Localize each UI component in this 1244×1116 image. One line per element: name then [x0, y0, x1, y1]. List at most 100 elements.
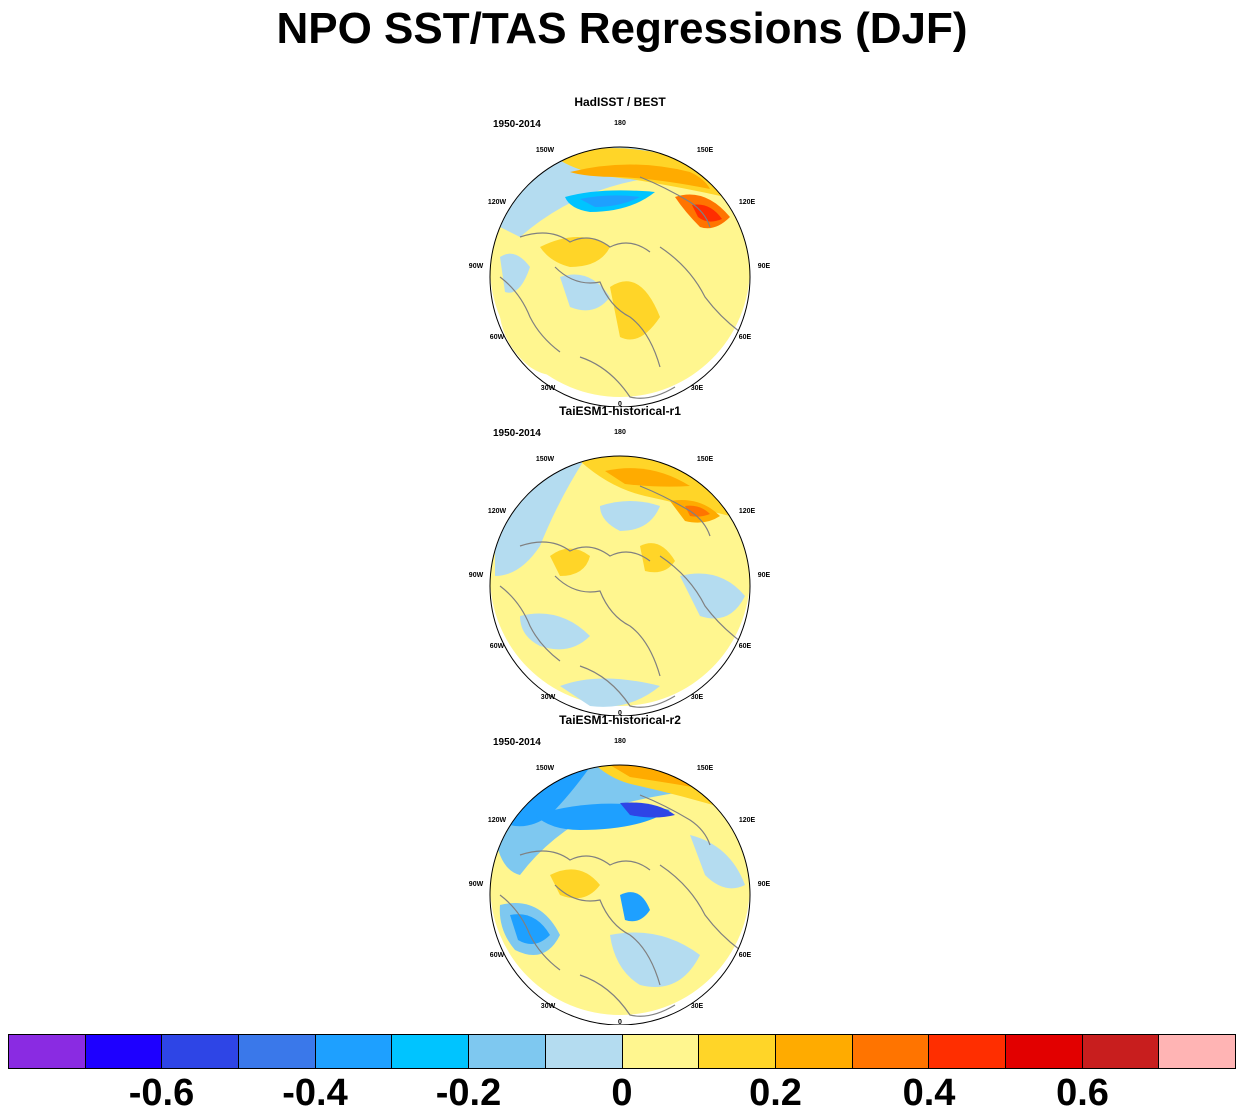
longitude-label: 30E	[691, 694, 704, 701]
polar-map: 180 150E 120E 90E 60E 30E 0 30W 60W 90W 120W 150W	[469, 120, 771, 407]
map-panel-1: HadISST / BEST 1950-2014 180 150E 120E 90E 6…	[460, 95, 780, 407]
regression-contour	[690, 835, 745, 889]
colorbar-swatch	[775, 1035, 853, 1068]
colorbar-swatch	[239, 1035, 316, 1068]
polar-map: 180 150E 120E 90E 60E 30E 0 30W 60W 90W 120W 150W	[469, 738, 771, 1025]
regression-contour	[685, 505, 710, 517]
colorbar-tick-label: 0.2	[749, 1072, 802, 1114]
longitude-label: 120E	[739, 199, 756, 206]
longitude-label: 90E	[758, 572, 771, 579]
colorbar-swatch	[9, 1035, 86, 1068]
coastline	[554, 884, 661, 986]
longitude-label: 90W	[469, 881, 484, 888]
coastline	[579, 665, 676, 708]
longitude-label: 180	[614, 120, 626, 127]
colorbar-tick-label: 0.4	[902, 1072, 956, 1114]
coastline	[554, 575, 661, 677]
panel-period: 1950-2014	[493, 737, 541, 748]
colorbar-tick-label: -0.6	[128, 1072, 195, 1114]
longitude-label: 150W	[536, 147, 555, 154]
coastline	[554, 266, 661, 368]
coastline	[639, 794, 711, 846]
map-boundary	[489, 764, 751, 1025]
regression-contour	[610, 281, 660, 340]
regression-contour	[510, 914, 550, 944]
longitude-label: 150E	[697, 147, 714, 154]
regression-contour	[610, 765, 710, 790]
colorbar-swatch	[162, 1035, 240, 1068]
longitude-label: 30W	[541, 385, 556, 392]
panel-title: TaiESM1-historical-r1	[559, 404, 681, 418]
colorbar-swatch	[929, 1035, 1006, 1068]
longitude-label: 60W	[490, 952, 505, 959]
longitude-label: 180	[614, 429, 626, 436]
longitude-label: 60E	[739, 952, 752, 959]
regression-contour	[570, 164, 710, 189]
map-panel-2: TaiESM1-historical-r1 1950-2014 180 150E 1…	[460, 404, 780, 716]
regression-contour	[580, 195, 640, 207]
panel-period: 1950-2014	[493, 119, 541, 130]
regression-contour	[520, 613, 590, 650]
longitude-label: 120W	[488, 199, 507, 206]
longitude-label: 30E	[691, 385, 704, 392]
coastline	[499, 894, 561, 971]
regression-contour	[600, 501, 660, 531]
map-panel-3: TaiESM1-historical-r2 1950-2014 180 150E 1…	[460, 713, 780, 1025]
colorbar-swatch	[1005, 1035, 1083, 1068]
longitude-label: 60E	[739, 334, 752, 341]
colorbar-tick-label: -0.2	[435, 1072, 502, 1114]
colorbar-swatch	[852, 1035, 930, 1068]
longitude-label: 60E	[739, 643, 752, 650]
colorbar-swatch	[85, 1035, 163, 1068]
field-layer	[490, 456, 750, 708]
coastline	[659, 555, 741, 642]
colorbar-swatch	[392, 1035, 470, 1068]
coastline	[579, 356, 676, 399]
main-title: NPO SST/TAS Regressions (DJF)	[276, 4, 968, 53]
longitude-label: 150W	[536, 456, 555, 463]
coastline	[519, 850, 651, 871]
regression-contour	[680, 573, 745, 619]
field-layer	[490, 147, 750, 399]
coastline	[499, 585, 561, 662]
regression-contour	[550, 548, 590, 576]
colorbar-tick-labels: -0.6 -0.4 -0.2 0 0.2 0.4 0.6	[0, 1072, 1244, 1116]
longitude-label: 60W	[490, 643, 505, 650]
regression-contour	[610, 932, 700, 987]
longitude-label: 120W	[488, 508, 507, 515]
longitude-label: 180	[614, 738, 626, 745]
longitude-label: 90E	[758, 263, 771, 270]
colorbar-swatch	[622, 1035, 700, 1068]
longitude-label: 30W	[541, 694, 556, 701]
longitude-label: 120E	[739, 508, 756, 515]
colorbar-swatch	[545, 1035, 623, 1068]
longitude-label: 0	[618, 710, 622, 716]
regression-contour	[540, 237, 610, 267]
regression-contour	[495, 456, 590, 576]
longitude-label: 0	[618, 401, 622, 407]
polar-map: 180 150E 120E 90E 60E 30E 0 30W 60W 90W 120W 150W	[469, 429, 771, 716]
panel-period: 1950-2014	[493, 428, 541, 439]
coastline	[579, 974, 676, 1017]
colorbar-swatch	[315, 1035, 393, 1068]
map-boundary	[489, 146, 751, 407]
coastline	[659, 246, 741, 333]
colorbar-tick-label: 0	[611, 1072, 633, 1114]
colorbar-tick-label: -0.4	[282, 1072, 348, 1114]
regression-contour	[560, 678, 660, 707]
regression-contour	[692, 204, 722, 222]
longitude-label: 90W	[469, 572, 484, 579]
regression-contour	[620, 892, 650, 922]
regression-contour	[500, 317, 580, 375]
colorbar-swatch	[699, 1035, 776, 1068]
coastline	[659, 864, 741, 951]
regression-contour	[510, 767, 590, 827]
colorbar-swatch	[1082, 1035, 1160, 1068]
field-layer	[490, 765, 750, 1017]
longitude-label: 120W	[488, 817, 507, 824]
coastline	[499, 276, 561, 353]
longitude-label: 30W	[541, 1003, 556, 1010]
coastline	[639, 485, 711, 537]
longitude-label: 150W	[536, 765, 555, 772]
panel-title: HadISST / BEST	[574, 95, 666, 109]
